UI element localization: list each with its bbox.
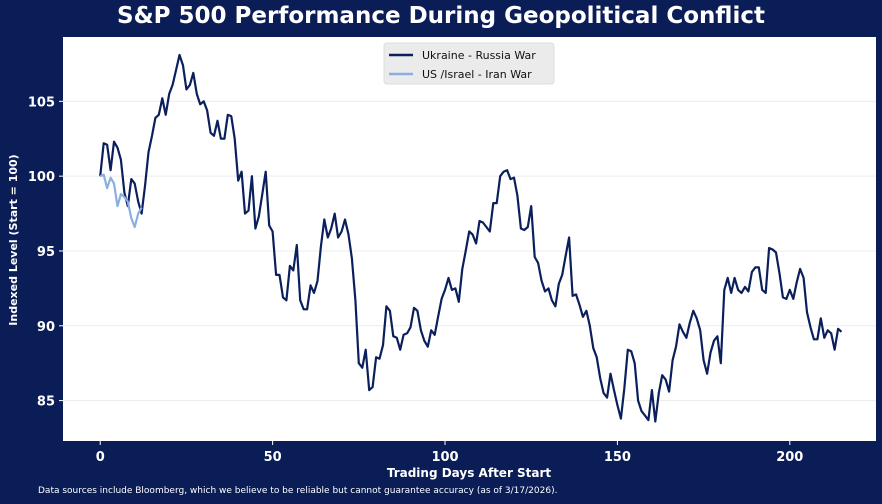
series-line-us-israel-iran [99,173,143,229]
series-line-ukraine-russia [99,53,843,423]
plot-area [63,37,876,441]
legend-label-ukraine: Ukraine - Russia War [422,49,536,62]
legend-label-iran: US /Israel - Iran War [422,68,532,81]
y-tick-label: 85 [37,395,55,410]
x-axis-label: Trading Days After Start [387,466,552,480]
x-tick-label: 200 [776,450,803,465]
legend-box [383,42,555,85]
x-tick-label: 100 [431,450,458,465]
legend: Ukraine - Russia War US /Israel - Iran W… [383,42,555,85]
y-tick-label: 95 [37,245,55,260]
x-tick-label: 150 [604,450,631,465]
x-tick-label: 0 [96,450,105,465]
footnote: Data sources include Bloomberg, which we… [38,486,558,496]
chart-title: S&P 500 Performance During Geopolitical … [117,3,765,29]
x-tick-label: 50 [264,450,282,465]
y-tick-label: 105 [28,95,55,110]
y-tick-label: 90 [37,320,55,335]
y-axis-label: Indexed Level (Start = 100) [7,154,20,325]
y-tick-label: 100 [28,170,55,185]
